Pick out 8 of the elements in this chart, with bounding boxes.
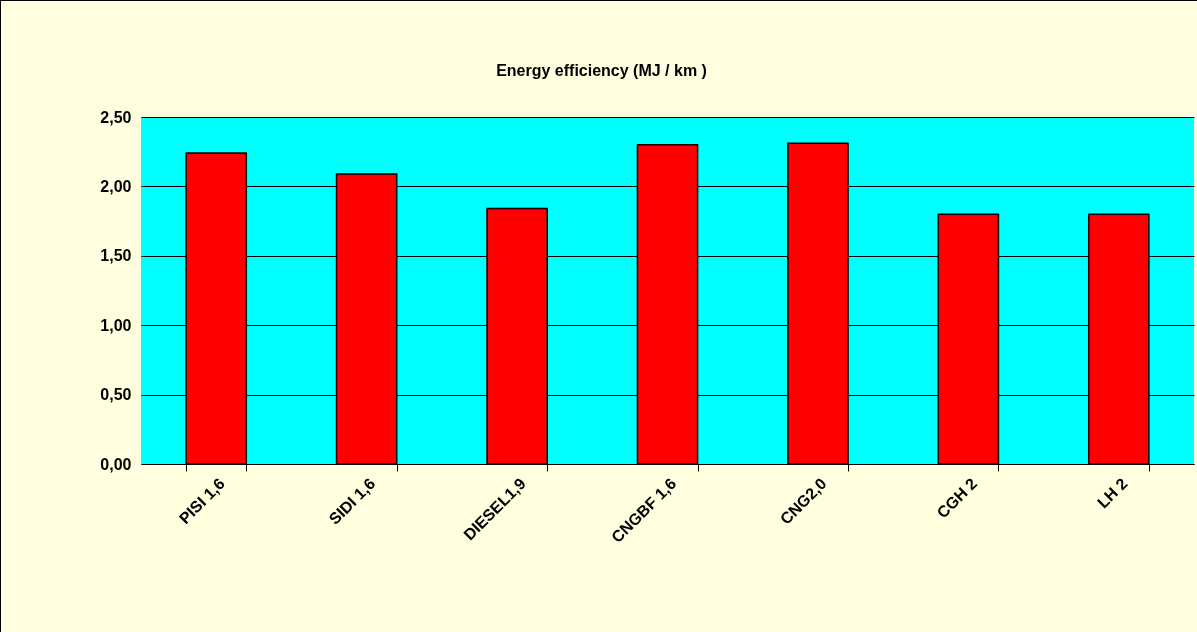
y-tick-label: 0,00: [100, 455, 132, 473]
chart-title: Energy efficiency (MJ / km ): [496, 62, 707, 79]
y-tick-label: 1,00: [100, 316, 132, 334]
x-tick-label: LH 2: [1094, 474, 1131, 512]
y-tick-label: 2,00: [100, 177, 132, 195]
y-tick-label: 0,50: [100, 386, 132, 404]
y-tick-label: 2,50: [100, 108, 132, 126]
y-tick-label: 1,50: [100, 247, 132, 265]
